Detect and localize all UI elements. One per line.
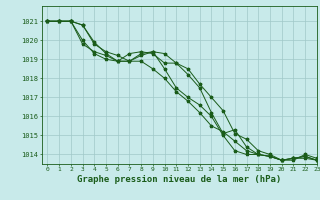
X-axis label: Graphe pression niveau de la mer (hPa): Graphe pression niveau de la mer (hPa) — [77, 175, 281, 184]
